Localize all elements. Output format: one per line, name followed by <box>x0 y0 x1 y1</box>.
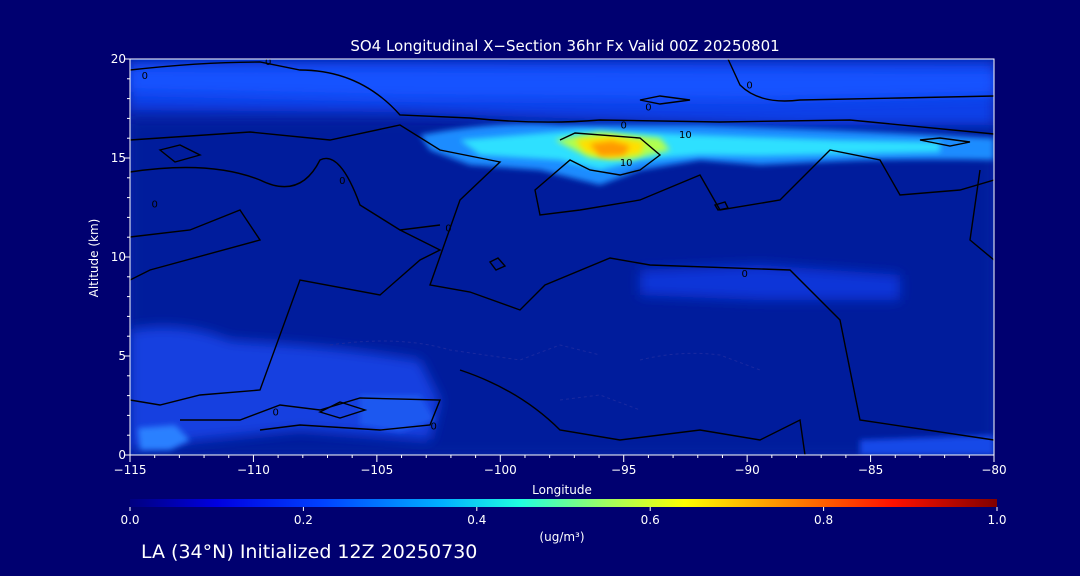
y-tick-label: 5 <box>118 349 126 363</box>
contour-label: 0 <box>621 120 627 131</box>
colorbar-tick-label: 0.8 <box>814 513 833 527</box>
contour-line <box>130 157 441 231</box>
y-axis-label: Altitude (km) <box>87 219 101 298</box>
contour-label: 0 <box>741 269 747 280</box>
contour-label: 0 <box>645 103 651 114</box>
y-tick-label: 15 <box>111 151 126 165</box>
colorbar-tick-label: 0.2 <box>294 513 313 527</box>
colorbar-tick-label: 1.0 <box>987 513 1006 527</box>
contour-line <box>130 209 262 281</box>
contour-line-dashed <box>329 340 601 361</box>
contour-line <box>130 61 994 135</box>
field-plume-orange <box>590 141 630 156</box>
contour-line <box>919 137 971 147</box>
chart-title: SO4 Longitudinal X−Section 36hr Fx Valid… <box>350 37 779 55</box>
contour-line <box>318 401 368 419</box>
contour-line <box>713 201 730 211</box>
x-axis: −115 −110 −105 −100 −95 −90 −85 −80 <box>114 455 1007 477</box>
x-tick-label: −115 <box>114 463 147 477</box>
x-tick-label: −85 <box>858 463 883 477</box>
contour-label: 0 <box>430 421 436 432</box>
contour-line <box>639 95 691 105</box>
field-upper-band-core <box>130 68 994 100</box>
y-tick-label: 0 <box>118 448 126 462</box>
x-tick-label: −90 <box>734 463 759 477</box>
contour-line <box>459 369 806 455</box>
y-axis: 0 5 10 15 20 <box>111 52 130 462</box>
y-tick-label: 10 <box>111 250 126 264</box>
x-axis-label: Longitude <box>532 483 592 497</box>
concentration-field: 0 0 0 0 0 10 10 0 0 0 0 0 0 <box>130 57 994 455</box>
x-tick-label: −105 <box>360 463 393 477</box>
field-surface-patch-2 <box>360 395 435 432</box>
contour-label: 0 <box>265 57 271 68</box>
field-surface-patch-3 <box>860 435 994 455</box>
colorbar: 0.0 0.2 0.4 0.6 0.8 1.0 (ug/m³) <box>120 499 1007 544</box>
colorbar-unit-label: (ug/m³) <box>539 530 584 544</box>
colorbar-gradient <box>130 499 997 507</box>
colorbar-tick-label: 0.0 <box>120 513 139 527</box>
colorbar-ticks: 0.0 0.2 0.4 0.6 0.8 1.0 <box>120 507 1007 527</box>
contour-label: 10 <box>679 130 692 141</box>
contour-label: 0 <box>339 176 345 187</box>
contour-label: 0 <box>142 71 148 82</box>
contour-line <box>130 124 994 441</box>
colorbar-tick-label: 0.6 <box>641 513 660 527</box>
contour-label: 0 <box>445 223 451 234</box>
x-tick-label: −100 <box>484 463 517 477</box>
colorbar-tick-label: 0.4 <box>467 513 486 527</box>
contour-line <box>158 144 202 163</box>
x-tick-label: −95 <box>611 463 636 477</box>
x-tick-label: −80 <box>981 463 1006 477</box>
contour-line <box>130 229 442 406</box>
field-mid-patch <box>640 265 900 300</box>
contour-line <box>969 169 994 261</box>
x-tick-label: −110 <box>237 463 270 477</box>
contour-line <box>180 397 442 431</box>
contour-line <box>534 132 994 216</box>
contour-lines-dashed <box>329 340 761 411</box>
contour-label: 10 <box>620 158 633 169</box>
contour-line <box>488 257 507 271</box>
contour-labels: 0 0 0 0 0 10 10 0 0 0 0 0 0 <box>142 57 753 432</box>
field-surface-hotspot <box>138 425 190 450</box>
contour-label: 0 <box>151 200 157 211</box>
contour-line <box>727 59 994 102</box>
contour-lines <box>130 59 994 455</box>
footer-initialization-text: LA (34°N) Initialized 12Z 20250730 <box>141 541 478 563</box>
contour-label: 0 <box>746 81 752 92</box>
contour-line-dashed <box>639 352 761 371</box>
y-tick-label: 20 <box>111 52 126 66</box>
contour-line-dashed <box>559 394 641 411</box>
plot-area: 0 0 0 0 0 10 10 0 0 0 0 0 0 <box>129 57 995 456</box>
contour-label: 0 <box>272 407 278 418</box>
